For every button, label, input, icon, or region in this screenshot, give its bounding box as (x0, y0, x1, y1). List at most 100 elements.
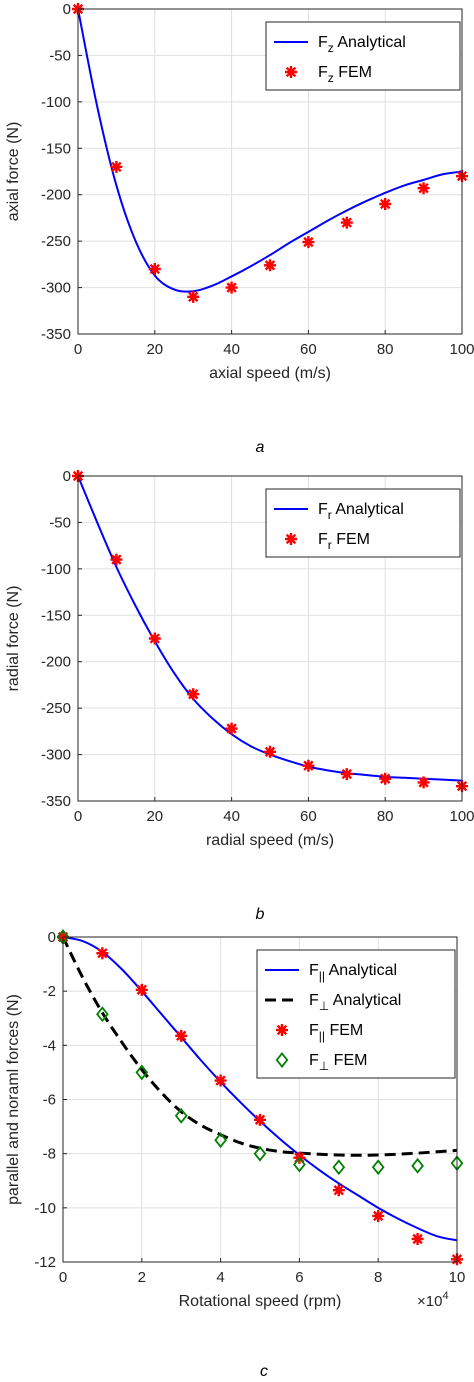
data-point-diamond (214, 1132, 227, 1149)
x-tick-label: 4 (216, 1269, 224, 1286)
y-tick-label: -200 (41, 654, 71, 671)
y-tick-label: -300 (41, 747, 71, 764)
y-tick-label: -100 (41, 94, 71, 111)
legend-swatch-star (285, 533, 297, 545)
data-point-star (340, 216, 353, 229)
x-tick-label: 60 (300, 341, 317, 358)
data-point-star (379, 198, 392, 210)
data-point-star (135, 983, 148, 996)
legend-label: F|| FEM (309, 1022, 363, 1043)
y-tick-label: -2 (43, 983, 56, 1000)
y-axis-label: axial force (N) (5, 122, 22, 222)
x-axis-label: radial speed (m/s) (206, 832, 334, 849)
legend-label: Fz FEM (318, 64, 372, 85)
x-tick-label: 0 (74, 341, 82, 358)
y-tick-label: -12 (34, 1254, 56, 1271)
axes-box (77, 8, 463, 335)
data-point-star (110, 160, 123, 173)
legend-swatch-star (285, 66, 297, 78)
y-tick-label: -250 (41, 233, 71, 250)
data-point-diamond (96, 1006, 109, 1023)
data-point-star (254, 1113, 266, 1126)
x-tick-label: 100 (449, 341, 474, 358)
y-tick-label: -100 (41, 561, 71, 578)
y-tick-label: -50 (49, 47, 71, 64)
axes-box (62, 936, 458, 1263)
data-point-star (175, 1029, 188, 1042)
legend-label: F⊥ FEM (309, 1052, 367, 1073)
y-tick-label: 0 (48, 929, 56, 946)
legend-label: Fz Analytical (318, 34, 406, 55)
x-tick-label: 60 (300, 808, 317, 825)
x-tick-label: 0 (74, 808, 82, 825)
y-tick-label: 0 (63, 468, 71, 485)
data-point-star (411, 1232, 424, 1245)
data-point-star (264, 745, 276, 758)
y-tick-label: -250 (41, 700, 71, 717)
legend-box (265, 488, 461, 558)
legend-swatch-star (276, 1024, 288, 1036)
x-axis-label: Rotational speed (rpm) (179, 1293, 342, 1310)
y-tick-label: 0 (63, 1, 71, 18)
data-point-star (187, 688, 200, 701)
y-tick-label: -200 (41, 187, 71, 204)
x-tick-label: 8 (374, 1269, 382, 1286)
series-group (72, 3, 468, 303)
data-point-diamond (253, 1145, 267, 1162)
data-point-star (148, 263, 161, 275)
legend: Fz Analytical Fz FEM (265, 21, 461, 91)
y-tick-label: -8 (43, 1146, 56, 1163)
y-tick-label: -4 (43, 1037, 56, 1054)
y-tick-label: -350 (41, 793, 71, 810)
x-tick-label: 2 (138, 1269, 146, 1286)
data-point-star (225, 281, 238, 294)
legend-label: Fr Analytical (318, 501, 404, 522)
x-tick-label: 40 (223, 341, 240, 358)
data-point-star (372, 1209, 385, 1222)
data-point-star (379, 772, 392, 785)
y-tick-label: -6 (43, 1092, 56, 1109)
y-tick-label: -50 (49, 514, 71, 531)
legend: Fr Analytical Fr FEM (265, 488, 461, 558)
y-tick-label: -150 (41, 607, 71, 624)
data-point-star (148, 632, 161, 645)
data-point-diamond (371, 1159, 385, 1176)
data-point-diamond (135, 1064, 149, 1081)
legend-box (256, 949, 456, 1079)
y-tick-label: -350 (41, 326, 71, 343)
data-point-star (302, 759, 315, 772)
axes-box (77, 475, 463, 802)
data-point-star (302, 236, 315, 249)
panel-label: a (256, 439, 265, 456)
chart-a: 0 20 40 60 80 100 0 -50 -100 -150 -200 -250 -300 -350… (5, 1, 474, 456)
data-point-diamond (293, 1156, 306, 1173)
y-axis-label: parallel and noraml forces (N) (5, 994, 22, 1205)
panel-label: b (256, 906, 265, 923)
legend-label: Fr FEM (318, 531, 370, 552)
legend-box (265, 21, 461, 91)
x-tick-label: 20 (146, 808, 163, 825)
legend-label: F⊥ Analytical (309, 992, 401, 1013)
legend: F|| Analytical F⊥ Analytical F|| FEM F⊥ FEM (256, 949, 456, 1079)
data-point-star (340, 768, 353, 781)
x-axis-label: axial speed (m/s) (209, 365, 331, 382)
y-tick-label: -10 (34, 1200, 56, 1217)
data-point-star (96, 947, 109, 960)
x-tick-label: 80 (377, 341, 394, 358)
series-line-0 (77, 8, 463, 293)
data-point-star (225, 722, 238, 735)
x-tick-label: 10 (449, 1269, 466, 1286)
x-tick-label: 100 (449, 808, 474, 825)
data-point-star (417, 776, 430, 789)
data-point-star (110, 553, 123, 566)
panel-label: c (260, 1363, 268, 1380)
x-tick-label: 6 (295, 1269, 303, 1286)
x-tick-label: 20 (146, 341, 163, 358)
legend-swatch-diamond (275, 1052, 289, 1068)
data-point-star (417, 182, 430, 195)
data-point-star (264, 259, 276, 272)
x-tick-label: 40 (223, 808, 240, 825)
data-point-diamond (411, 1157, 424, 1174)
y-tick-label: -150 (41, 140, 71, 157)
